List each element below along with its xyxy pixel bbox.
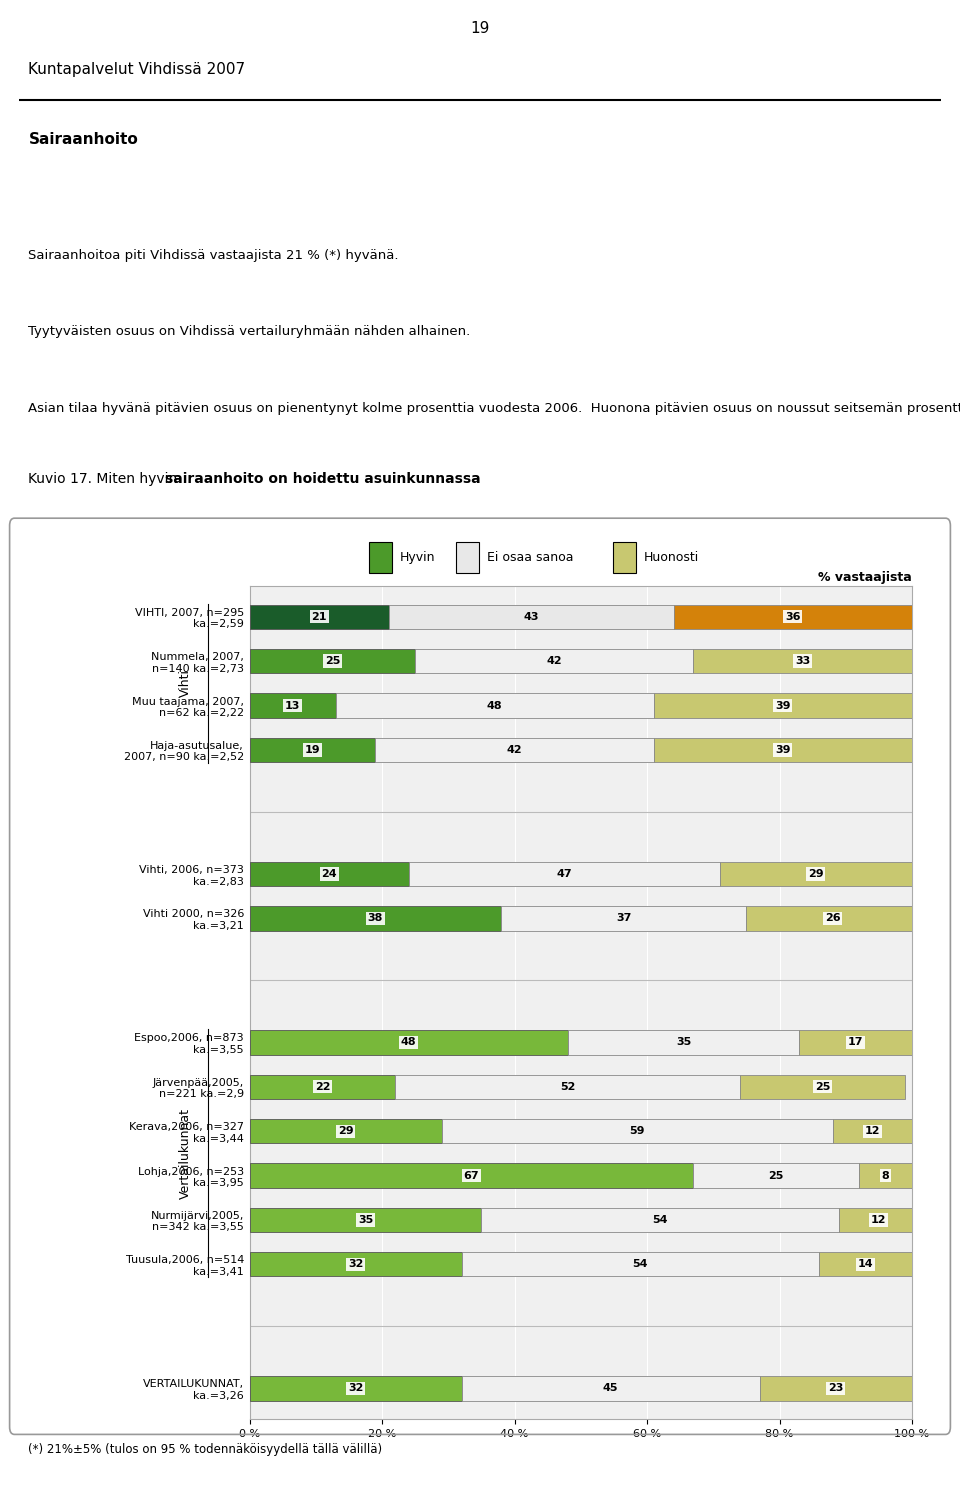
Bar [832, 1119, 912, 1143]
Text: Asian tilaa hyvänä pitävien osuus on pienentynyt kolme prosenttia vuodesta 2006.: Asian tilaa hyvänä pitävien osuus on pie… [29, 401, 960, 415]
Bar [462, 1376, 759, 1400]
Text: 35: 35 [676, 1038, 691, 1047]
Text: 32: 32 [348, 1259, 363, 1269]
Text: 8: 8 [881, 1170, 889, 1181]
Text: Huonosti: Huonosti [644, 551, 699, 563]
Bar [759, 1376, 912, 1400]
Bar [612, 542, 636, 572]
Text: Sairaanhoitoa piti Vihdissä vastaajista 21 % (*) hyvänä.: Sairaanhoitoa piti Vihdissä vastaajista … [29, 249, 399, 263]
Bar [693, 1164, 859, 1188]
Bar [250, 694, 336, 718]
Text: 12: 12 [871, 1215, 887, 1224]
Bar [389, 605, 674, 629]
Text: 26: 26 [825, 913, 840, 924]
Text: 25: 25 [815, 1081, 830, 1092]
Text: Ei osaa sanoa: Ei osaa sanoa [488, 551, 574, 563]
Text: Kuntapalvelut Vihdissä 2007: Kuntapalvelut Vihdissä 2007 [29, 62, 246, 77]
Bar [859, 1164, 912, 1188]
Bar [800, 1030, 912, 1054]
Bar [250, 1119, 442, 1143]
Bar [250, 1164, 693, 1188]
Bar [501, 906, 747, 931]
Text: 33: 33 [795, 656, 810, 667]
Text: 42: 42 [507, 745, 522, 756]
Text: 48: 48 [400, 1038, 417, 1047]
Text: 48: 48 [487, 700, 502, 710]
Text: 13: 13 [285, 700, 300, 710]
Bar [481, 1208, 839, 1232]
Text: 14: 14 [858, 1259, 874, 1269]
Text: Vihti: Vihti [179, 670, 192, 697]
Bar [375, 737, 654, 762]
Text: 39: 39 [775, 745, 791, 756]
Bar [250, 605, 389, 629]
Bar [369, 542, 392, 572]
Bar [747, 906, 919, 931]
Bar [442, 1119, 832, 1143]
Bar [250, 1208, 481, 1232]
Text: 39: 39 [775, 700, 791, 710]
Text: 19: 19 [470, 21, 490, 36]
Bar [250, 1074, 396, 1099]
Text: 23: 23 [828, 1383, 844, 1394]
Text: 19: 19 [304, 745, 321, 756]
Text: 67: 67 [464, 1170, 479, 1181]
Text: 37: 37 [616, 913, 632, 924]
Bar [693, 649, 912, 673]
Text: 25: 25 [769, 1170, 784, 1181]
Bar [654, 737, 912, 762]
Text: Tyytyväisten osuus on Vihdissä vertailuryhmään nähden alhainen.: Tyytyväisten osuus on Vihdissä vertailur… [29, 326, 470, 338]
Text: 45: 45 [603, 1383, 618, 1394]
Bar [456, 542, 479, 572]
Bar [654, 694, 912, 718]
Text: (*) 21%±5% (tulos on 95 % todennäköisyydellä tällä välillä): (*) 21%±5% (tulos on 95 % todennäköisyyd… [29, 1443, 382, 1455]
Bar [839, 1208, 919, 1232]
Text: Sairaanhoito: Sairaanhoito [29, 132, 138, 147]
Text: 42: 42 [546, 656, 563, 667]
Text: 24: 24 [322, 870, 337, 879]
Text: % vastaajista: % vastaajista [818, 571, 912, 584]
Text: 29: 29 [808, 870, 824, 879]
Text: 17: 17 [848, 1038, 863, 1047]
Bar [720, 862, 912, 886]
Text: 54: 54 [633, 1259, 648, 1269]
Bar [250, 862, 409, 886]
Bar [336, 694, 654, 718]
Bar [250, 906, 501, 931]
Text: 22: 22 [315, 1081, 330, 1092]
Text: 12: 12 [865, 1126, 880, 1136]
Text: 21: 21 [311, 611, 327, 622]
Bar [250, 1030, 567, 1054]
Text: 43: 43 [523, 611, 539, 622]
Bar [674, 605, 912, 629]
Bar [250, 1376, 462, 1400]
Text: sairaanhoito on hoidettu asuinkunnassa: sairaanhoito on hoidettu asuinkunnassa [165, 472, 480, 487]
Text: 47: 47 [557, 870, 572, 879]
Bar [740, 1074, 905, 1099]
Text: 36: 36 [785, 611, 801, 622]
Text: 38: 38 [368, 913, 383, 924]
Bar [567, 1030, 800, 1054]
Bar [396, 1074, 740, 1099]
Text: 32: 32 [348, 1383, 363, 1394]
Text: Vertailukunnat: Vertailukunnat [179, 1108, 192, 1199]
Text: 29: 29 [338, 1126, 353, 1136]
Text: Kuvio 17. Miten hyvin: Kuvio 17. Miten hyvin [29, 472, 182, 487]
Text: 54: 54 [653, 1215, 668, 1224]
Text: 35: 35 [358, 1215, 373, 1224]
Bar [462, 1253, 819, 1277]
Text: 25: 25 [324, 656, 340, 667]
Text: 52: 52 [560, 1081, 575, 1092]
Bar [409, 862, 720, 886]
Text: 59: 59 [630, 1126, 645, 1136]
Bar [250, 737, 375, 762]
Bar [819, 1253, 912, 1277]
Bar [250, 1253, 462, 1277]
Bar [416, 649, 693, 673]
Text: Hyvin: Hyvin [400, 551, 436, 563]
Bar [250, 649, 416, 673]
